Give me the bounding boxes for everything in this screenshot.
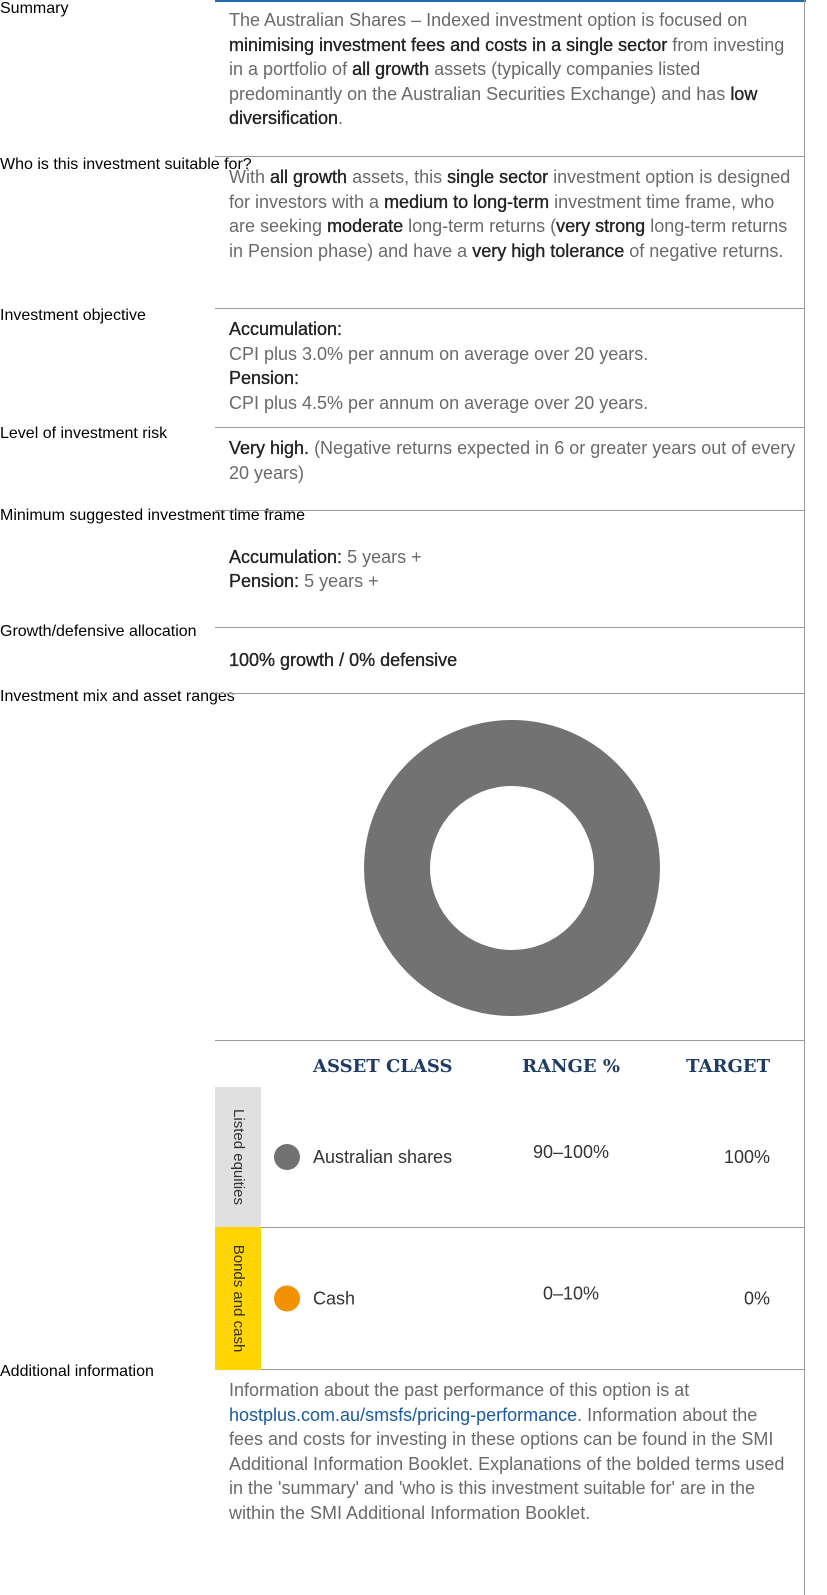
paragraph: Pension: bbox=[229, 366, 796, 391]
top-rule bbox=[215, 0, 806, 2]
row-content: With all growth assets, this single sect… bbox=[215, 157, 805, 309]
text-run: . Information about the fees and costs f… bbox=[229, 1404, 785, 1523]
donut-segment bbox=[364, 720, 660, 1016]
text-run: The Australian Shares – Indexed investme… bbox=[229, 10, 748, 30]
text-run: all growth bbox=[270, 167, 348, 187]
text-run: moderate bbox=[327, 216, 404, 236]
asset-dot bbox=[274, 1144, 300, 1170]
paragraph: CPI plus 4.5% per annum on average over … bbox=[229, 391, 796, 416]
text-run: from investing in a portfolio of bbox=[229, 34, 785, 80]
text-run: assets (typically companies listed predo… bbox=[229, 59, 731, 104]
column-header: TARGET bbox=[686, 1056, 770, 1077]
text-run: long-term returns ( bbox=[403, 216, 557, 236]
paragraph: Very high. (Negative returns expected in… bbox=[229, 436, 796, 485]
text-run: Very high. bbox=[229, 438, 310, 458]
text-run: (Negative returns expected in 6 or great… bbox=[229, 438, 796, 483]
column-header: ASSET CLASS bbox=[312, 1056, 453, 1077]
text-run: very strong bbox=[556, 216, 646, 236]
paragraph: Information about the past performance o… bbox=[229, 1378, 796, 1525]
column-header: RANGE % bbox=[522, 1056, 620, 1077]
paragraph: 100% growth / 0% defensive bbox=[229, 648, 796, 673]
text-run: 5 years + bbox=[299, 571, 379, 591]
row-label: Summary bbox=[0, 0, 69, 17]
row-label: Who is this investment suitable for? bbox=[0, 156, 252, 173]
row-content: Information about the past performance o… bbox=[215, 1370, 805, 1595]
row-content: 100% growth / 0% defensive bbox=[215, 628, 805, 694]
row-label: Investment objective bbox=[0, 307, 146, 324]
text-run: 5 years + bbox=[342, 546, 422, 567]
asset-target: 0% bbox=[744, 1289, 770, 1309]
paragraph: Pension: 5 years + bbox=[229, 569, 796, 594]
asset-name: Australian shares bbox=[313, 1147, 452, 1167]
text-run: Accumulation: bbox=[229, 319, 343, 339]
group-tab bbox=[215, 1227, 261, 1370]
row-label: Level of investment risk bbox=[0, 425, 168, 442]
asset-mix: ASSET CLASS RANGE % TARGET Listed equities A… bbox=[215, 720, 804, 1370]
text-run: assets, this bbox=[347, 167, 448, 187]
group-name: Bonds and cash bbox=[230, 1245, 247, 1353]
text-run: single sector bbox=[447, 167, 549, 187]
row-content: Accumulation: CPI plus 3.0% per annum on … bbox=[215, 309, 805, 428]
text-run: all growth bbox=[352, 59, 430, 79]
text-run: 100% growth / 0% defensive bbox=[229, 650, 458, 671]
text-run: investment option is designed for invest… bbox=[229, 167, 791, 212]
row-content: Accumulation: 5 years + Pension: 5 years … bbox=[215, 511, 805, 628]
text-run: medium to long-term bbox=[384, 191, 550, 212]
text-run: Pension: bbox=[229, 368, 300, 388]
row-label: Minimum suggested investment time frame bbox=[0, 507, 305, 524]
row-label: Additional information bbox=[0, 1363, 154, 1380]
paragraph: The Australian Shares – Indexed investme… bbox=[229, 8, 796, 131]
row-content: Very high. (Negative returns expected in… bbox=[215, 428, 805, 511]
text-run: Accumulation: bbox=[229, 546, 343, 567]
group-name: Listed equities bbox=[230, 1109, 247, 1205]
text-run: Pension: bbox=[229, 571, 300, 591]
text-run: minimising investment fees and costs in … bbox=[229, 34, 668, 55]
text-run: long-term returns in Pension phase) and … bbox=[229, 216, 788, 261]
asset-range: 90–100% bbox=[533, 1142, 609, 1162]
asset-name: Cash bbox=[313, 1289, 355, 1309]
row-content: ASSET CLASS RANGE % TARGET Listed equities A… bbox=[215, 694, 805, 1370]
paragraph: CPI plus 3.0% per annum on average over … bbox=[229, 342, 796, 367]
group-tab bbox=[215, 1087, 261, 1227]
text-run: investment time frame, who are seeking bbox=[229, 191, 775, 237]
paragraph: With all growth assets, this single sect… bbox=[229, 165, 796, 263]
asset-range: 0–10% bbox=[543, 1284, 599, 1304]
text-run: CPI plus 4.5% per annum on average over … bbox=[229, 392, 649, 413]
text-run: very high tolerance bbox=[472, 240, 625, 261]
text-run: Information about the past performance o… bbox=[229, 1380, 690, 1400]
link[interactable]: hostplus.com.au/smsfs/pricing-performanc… bbox=[229, 1404, 578, 1425]
row-label: Investment mix and asset ranges bbox=[0, 688, 235, 705]
paragraph: Accumulation: 5 years + bbox=[229, 545, 796, 570]
text-run: of negative returns. bbox=[624, 240, 784, 261]
text-run: low diversification bbox=[229, 83, 758, 128]
row-label: Growth/defensive allocation bbox=[0, 623, 197, 640]
row-content: The Australian Shares – Indexed investme… bbox=[215, 0, 805, 157]
asset-target: 100% bbox=[724, 1147, 770, 1167]
asset-dot bbox=[274, 1285, 300, 1312]
text-run: CPI plus 3.0% per annum on average over … bbox=[229, 343, 649, 364]
text-run: With bbox=[229, 167, 271, 187]
paragraph: Accumulation: bbox=[229, 317, 796, 342]
text-run: . bbox=[338, 108, 344, 128]
